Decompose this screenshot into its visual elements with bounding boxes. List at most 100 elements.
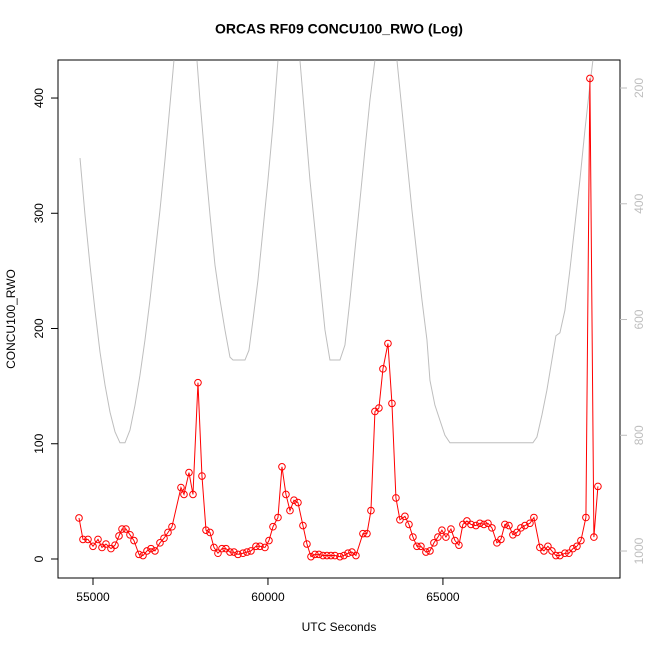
point bbox=[151, 547, 159, 555]
point bbox=[135, 550, 143, 559]
point bbox=[202, 526, 210, 534]
point bbox=[582, 513, 590, 522]
point bbox=[218, 544, 226, 553]
point bbox=[455, 541, 463, 549]
point bbox=[327, 551, 335, 560]
point bbox=[526, 519, 534, 528]
point bbox=[234, 550, 242, 559]
point bbox=[517, 524, 525, 532]
point bbox=[594, 482, 602, 491]
point bbox=[367, 506, 375, 515]
series-line bbox=[78, 78, 599, 558]
point bbox=[447, 525, 455, 533]
point bbox=[94, 535, 102, 544]
y2-tick-label: 400 bbox=[632, 193, 646, 213]
point bbox=[252, 542, 260, 551]
point bbox=[243, 548, 251, 556]
y2-tick-label: 200 bbox=[632, 78, 646, 98]
point bbox=[189, 490, 197, 499]
point bbox=[413, 542, 421, 551]
point bbox=[540, 547, 548, 555]
point bbox=[282, 490, 290, 499]
y2-tick-label: 1000 bbox=[632, 537, 646, 564]
point bbox=[467, 520, 475, 529]
point bbox=[286, 506, 294, 515]
point bbox=[501, 520, 509, 529]
point bbox=[509, 530, 517, 539]
point bbox=[472, 521, 480, 530]
point bbox=[214, 549, 222, 558]
point bbox=[392, 494, 400, 502]
point bbox=[344, 549, 352, 558]
point bbox=[111, 541, 119, 549]
point bbox=[497, 535, 505, 544]
point bbox=[331, 551, 339, 560]
point bbox=[401, 512, 409, 521]
point bbox=[340, 551, 348, 560]
plot-area bbox=[75, 60, 602, 561]
y-tick-label: 200 bbox=[32, 318, 46, 338]
point bbox=[164, 528, 172, 537]
point bbox=[573, 542, 581, 551]
point bbox=[586, 74, 594, 83]
point bbox=[299, 521, 307, 530]
plot-frame bbox=[57, 59, 621, 579]
point bbox=[319, 551, 327, 560]
point bbox=[247, 547, 255, 555]
y2-tick-label: 600 bbox=[632, 309, 646, 329]
point bbox=[261, 543, 269, 552]
point bbox=[194, 378, 202, 387]
point bbox=[75, 514, 83, 522]
point bbox=[122, 525, 130, 533]
point bbox=[177, 483, 185, 492]
point bbox=[363, 529, 371, 538]
point bbox=[565, 549, 573, 558]
point bbox=[160, 534, 168, 543]
point bbox=[311, 550, 319, 559]
y-tick-label: 300 bbox=[32, 203, 46, 223]
point bbox=[265, 536, 273, 545]
x-tick-label: 55000 bbox=[76, 590, 110, 604]
point bbox=[269, 522, 277, 531]
point bbox=[451, 536, 459, 545]
point bbox=[396, 516, 404, 524]
point bbox=[115, 532, 123, 540]
point bbox=[307, 552, 315, 561]
series-line bbox=[79, 60, 594, 444]
y-tick-label: 100 bbox=[32, 433, 46, 453]
point bbox=[556, 551, 564, 560]
point bbox=[198, 472, 206, 480]
point bbox=[303, 540, 311, 548]
point bbox=[168, 522, 176, 531]
point bbox=[548, 547, 556, 555]
point bbox=[126, 530, 134, 539]
point bbox=[226, 548, 234, 556]
point bbox=[426, 547, 434, 555]
point bbox=[480, 520, 488, 529]
point bbox=[336, 552, 344, 561]
point bbox=[379, 365, 387, 373]
point bbox=[278, 462, 286, 471]
point bbox=[409, 533, 417, 541]
point bbox=[590, 533, 598, 541]
point bbox=[323, 551, 331, 560]
point bbox=[417, 542, 425, 551]
point bbox=[118, 525, 126, 533]
y-axis-label: CONCU100_RWO bbox=[4, 269, 18, 369]
point bbox=[388, 399, 396, 408]
point bbox=[422, 548, 430, 556]
x-tick-label: 65000 bbox=[426, 590, 460, 604]
point bbox=[352, 551, 360, 560]
point bbox=[569, 544, 577, 553]
point bbox=[434, 533, 442, 541]
point bbox=[484, 519, 492, 528]
point bbox=[156, 539, 164, 547]
point bbox=[476, 519, 484, 528]
point bbox=[488, 524, 496, 532]
y2-tick-label: 800 bbox=[632, 425, 646, 445]
point bbox=[239, 549, 247, 558]
point bbox=[561, 549, 569, 558]
point bbox=[130, 536, 138, 545]
point bbox=[552, 551, 560, 560]
